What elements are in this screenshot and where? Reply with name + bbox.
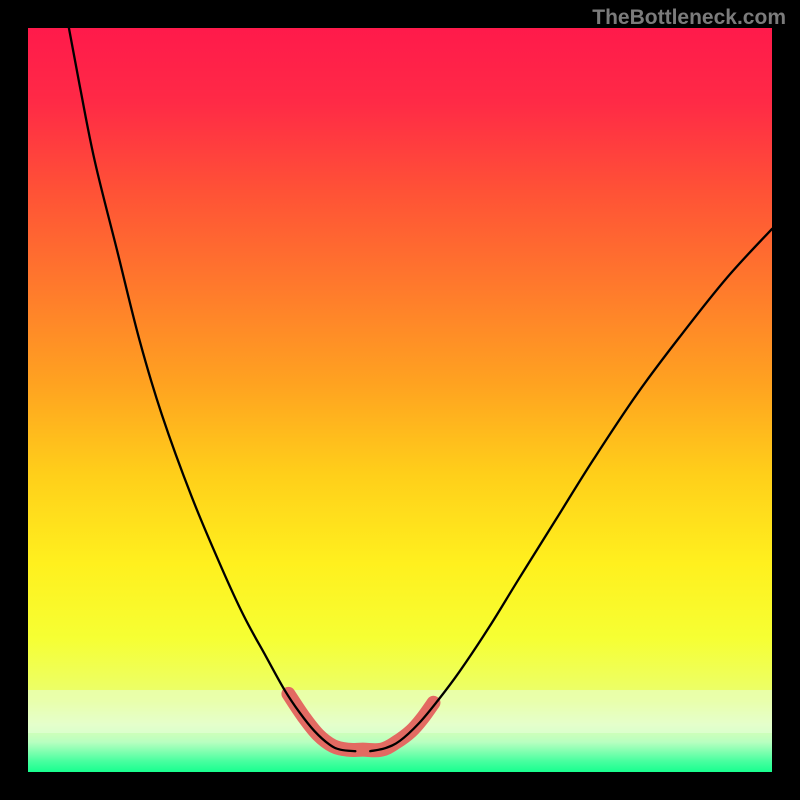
- curves-svg: [28, 28, 772, 772]
- left-bottleneck-curve: [69, 28, 355, 751]
- bottleneck-highlight-curve: [288, 694, 433, 750]
- plot-area: [28, 28, 772, 772]
- watermark-text: TheBottleneck.com: [592, 6, 786, 30]
- right-bottleneck-curve: [370, 229, 772, 751]
